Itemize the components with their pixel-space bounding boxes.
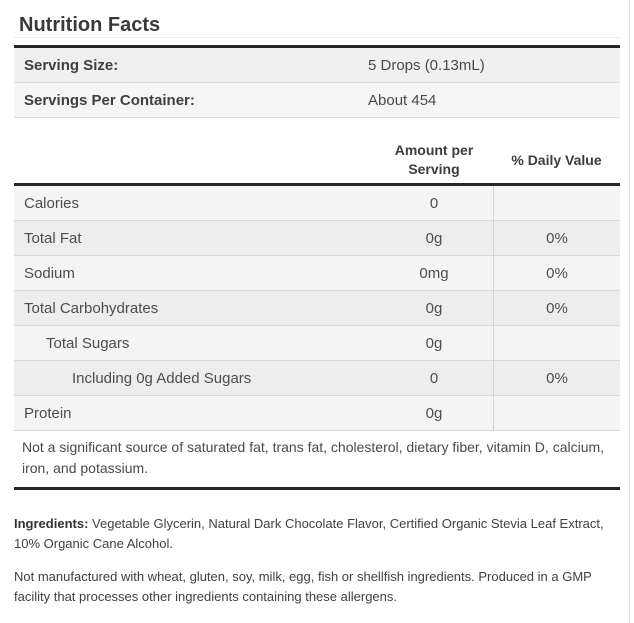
row-label: Total Carbohydrates xyxy=(24,299,159,317)
serving-info-table: Serving Size: 5 Drops (0.13mL) Servings … xyxy=(14,45,620,118)
not-significant-source-footnote: Not a significant source of saturated fa… xyxy=(14,431,620,490)
row-amount: 0g xyxy=(425,299,443,317)
row-label: Sodium xyxy=(24,264,75,282)
serving-size-value: 5 Drops (0.13mL) xyxy=(368,56,485,74)
row-daily-value xyxy=(493,326,620,360)
nutrition-table-body: Calories 0 Total Fat 0g 0% Sodium 0mg 0%… xyxy=(14,186,620,431)
row-label: Protein xyxy=(24,404,72,422)
allergen-note: Not manufactured with wheat, gluten, soy… xyxy=(14,569,592,604)
row-daily-value: 0% xyxy=(493,291,620,325)
row-daily-value: 0% xyxy=(493,221,620,255)
ingredients-label: Ingredients: xyxy=(14,516,89,531)
row-daily-value: 0% xyxy=(493,361,620,395)
ingredients-text: Vegetable Glycerin, Natural Dark Chocola… xyxy=(14,516,604,551)
nutrition-row-sodium: Sodium 0mg 0% xyxy=(14,256,620,291)
row-daily-value xyxy=(493,186,620,220)
row-amount: 0g xyxy=(425,229,443,247)
nutrition-row-total-sugars: Total Sugars 0g xyxy=(14,326,620,361)
servings-per-container-label: Servings Per Container: xyxy=(24,91,195,109)
nutrition-facts-panel: Nutrition Facts Serving Size: 5 Drops (0… xyxy=(14,0,620,607)
page-title: Nutrition Facts xyxy=(14,0,620,38)
nutrition-table-header: Amount per Serving % Daily Value xyxy=(14,136,620,186)
row-amount: 0 xyxy=(429,369,439,387)
row-label: Total Sugars xyxy=(46,334,130,352)
serving-size-label: Serving Size: xyxy=(24,56,119,74)
row-daily-value: 0% xyxy=(493,256,620,290)
row-daily-value xyxy=(493,396,620,430)
servings-per-container-value: About 454 xyxy=(368,91,437,109)
nutrition-row-protein: Protein 0g xyxy=(14,396,620,431)
page-edge-divider xyxy=(629,0,630,623)
row-amount: 0g xyxy=(425,404,443,422)
row-amount: 0mg xyxy=(419,264,449,282)
row-label: Calories xyxy=(24,194,80,212)
column-header-daily-value: % Daily Value xyxy=(511,151,602,168)
row-amount: 0 xyxy=(429,194,439,212)
column-header-amount-per-serving: Amount per Serving xyxy=(375,141,493,179)
ingredients-note: Ingredients: Vegetable Glycerin, Natural… xyxy=(14,514,620,554)
amount-header-text: Amount per Serving xyxy=(394,141,474,177)
servings-per-container-row: Servings Per Container: About 454 xyxy=(14,83,620,118)
nutrition-row-total-fat: Total Fat 0g 0% xyxy=(14,221,620,256)
row-label: Including 0g Added Sugars xyxy=(72,369,252,387)
row-label: Total Fat xyxy=(24,229,82,247)
nutrition-row-total-carbohydrates: Total Carbohydrates 0g 0% xyxy=(14,291,620,326)
nutrition-row-added-sugars: Including 0g Added Sugars 0 0% xyxy=(14,361,620,396)
nutrition-row-calories: Calories 0 xyxy=(14,186,620,221)
row-amount: 0g xyxy=(425,334,443,352)
serving-size-row: Serving Size: 5 Drops (0.13mL) xyxy=(14,48,620,83)
